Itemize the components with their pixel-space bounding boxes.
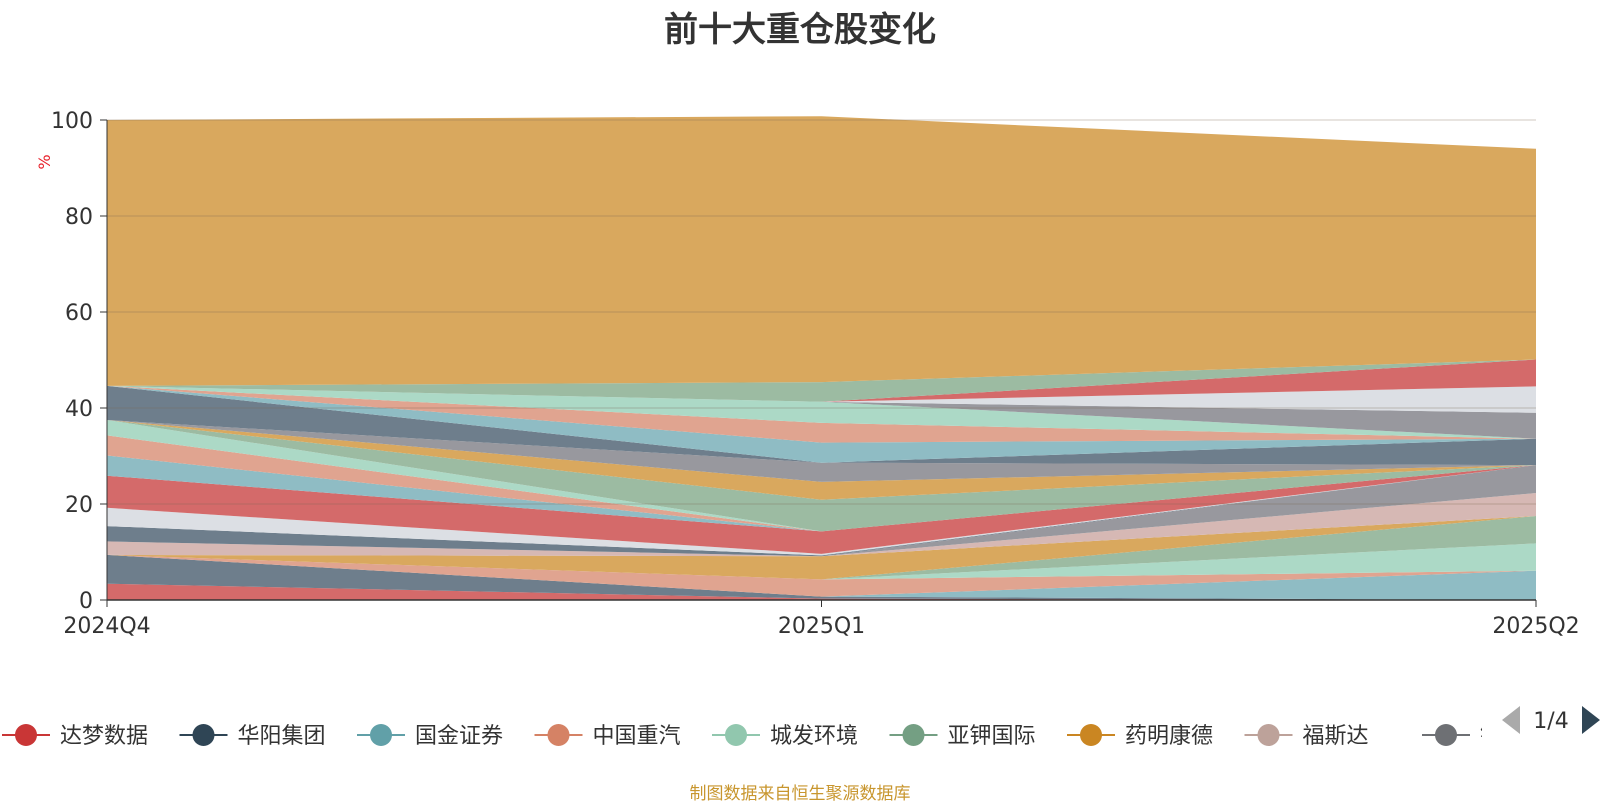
legend-page-indicator: 1/4 — [1533, 709, 1568, 734]
legend-circle-marker — [370, 724, 392, 746]
legend-label: 中国重汽 — [593, 724, 681, 749]
legend-circle-marker — [1257, 724, 1280, 746]
area-series-6 — [107, 516, 1536, 580]
legend-item-6[interactable]: 亚钾国际 — [889, 724, 1036, 749]
legend-label: 达梦数据 — [60, 724, 148, 749]
legend-item-5[interactable]: 城发环境 — [712, 724, 858, 749]
area-series-27 — [107, 116, 1536, 386]
source-note: 制图数据来自恒生聚源数据库 — [689, 784, 911, 804]
legend-label: 锦浪科技 — [1480, 724, 1568, 749]
y-tick-label: 80 — [65, 205, 93, 230]
legend-item-8[interactable]: 福斯达 — [1244, 724, 1369, 749]
area-series-20 — [107, 385, 1536, 463]
legend-item-4[interactable]: 中国重汽 — [534, 724, 681, 749]
stacked-area-layers — [107, 116, 1536, 600]
legend: 达梦数据 华阳集团 国金证券 中国重汽 城发环境 亚钾国际 药明康德 福斯达 锦浪科技 — [2, 724, 1568, 749]
area-series-22 — [107, 385, 1536, 439]
y-tick-label: 60 — [65, 301, 93, 326]
area-series-16 — [107, 420, 1536, 532]
legend-prev-page-icon[interactable] — [1502, 706, 1520, 734]
y-axis-unit-label: % — [35, 154, 54, 169]
chart-title: 前十大重仓股变化 — [664, 10, 936, 50]
legend-circle-marker — [192, 724, 215, 746]
area-series-24 — [107, 385, 1536, 413]
area-series-3 — [107, 554, 1536, 600]
area-series-23 — [107, 385, 1536, 439]
area-series-19 — [107, 385, 1536, 466]
area-series-1 — [107, 583, 1536, 600]
area-series-9 — [107, 465, 1536, 557]
area-series-2 — [107, 554, 1536, 600]
legend-pager: 1/4 — [1502, 706, 1600, 734]
y-tick-label: 40 — [65, 397, 93, 422]
area-series-17 — [107, 420, 1536, 500]
legend-label: 亚钾国际 — [948, 724, 1036, 749]
legend-circle-marker — [547, 724, 570, 746]
area-series-4 — [107, 554, 1536, 597]
area-series-12 — [107, 465, 1536, 554]
y-tick-label: 20 — [65, 493, 93, 518]
axes: 0 20 40 60 80 100 2024Q4 2025Q1 2025Q2 — [51, 109, 1580, 639]
legend-label: 药明康德 — [1125, 724, 1213, 749]
area-series-14 — [107, 435, 1536, 532]
legend-circle-marker — [15, 724, 37, 746]
area-series-11 — [107, 465, 1536, 556]
x-tick-label: 2025Q1 — [778, 614, 865, 639]
area-series-26 — [107, 359, 1536, 402]
y-tick-label: 0 — [79, 589, 93, 614]
x-tick-label: 2025Q2 — [1492, 614, 1579, 639]
area-series-8 — [107, 493, 1536, 557]
legend-label: 城发环境 — [770, 724, 858, 749]
legend-label: 福斯达 — [1303, 724, 1369, 749]
legend-circle-marker — [1435, 724, 1457, 746]
legend-label: 国金证券 — [415, 724, 503, 749]
legend-circle-marker — [1080, 724, 1102, 746]
legend-next-page-icon[interactable] — [1582, 706, 1600, 734]
area-series-5 — [107, 543, 1536, 580]
legend-item-2[interactable]: 华阳集团 — [179, 724, 326, 749]
legend-label: 华阳集团 — [238, 724, 326, 749]
grid-lines — [107, 119, 1536, 505]
legend-item-3[interactable]: 国金证券 — [357, 724, 503, 749]
area-series-7 — [107, 516, 1536, 580]
legend-item-9[interactable]: 锦浪科技 — [1422, 724, 1568, 749]
legend-circle-marker — [902, 724, 925, 746]
area-series-21 — [107, 385, 1536, 443]
area-series-18 — [107, 420, 1536, 482]
legend-circle-marker — [725, 724, 747, 746]
x-tick-label: 2024Q4 — [63, 614, 150, 639]
area-series-25 — [107, 359, 1536, 402]
legend-item-7[interactable]: 药明康德 — [1067, 724, 1213, 749]
legend-item-1[interactable]: 达梦数据 — [2, 724, 148, 749]
y-tick-label: 100 — [51, 109, 93, 134]
area-series-13 — [107, 455, 1536, 532]
